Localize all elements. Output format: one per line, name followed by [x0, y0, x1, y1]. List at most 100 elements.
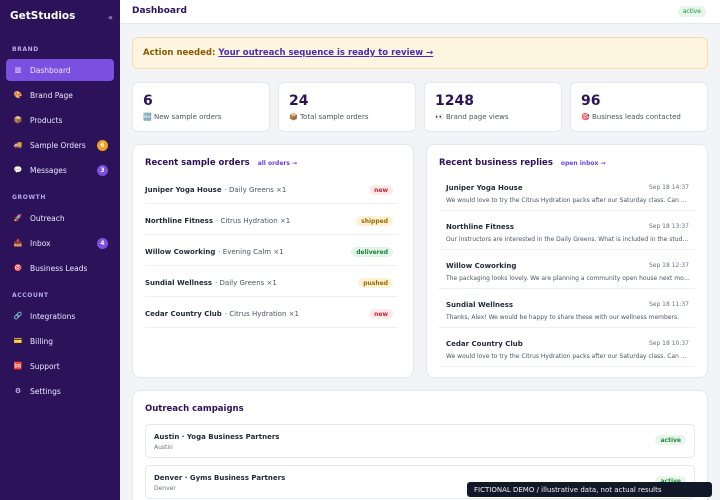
page-title: Dashboard	[132, 6, 187, 16]
reply-preview: Thanks, Alex! We would be happy to share…	[446, 314, 679, 321]
collapse-icon[interactable]: «	[108, 13, 113, 22]
sidebar-item-label: Billing	[30, 336, 53, 346]
order-row[interactable]: Willow Coworking · Evening Calm ×1 deliv…	[145, 239, 398, 266]
chart-icon: ▥	[14, 66, 22, 74]
sidebar-item-business-leads[interactable]: 🎯 Business Leads	[6, 257, 114, 279]
order-customer: Cedar Country Club	[145, 310, 222, 318]
reply-preview: We would love to try the Citrus Hydratio…	[446, 197, 690, 204]
open-inbox-link[interactable]: open inbox →	[560, 160, 606, 167]
sidebar-item-billing[interactable]: 💳 Billing	[6, 330, 114, 352]
campaign-name: Austin · Yoga Business Partners	[154, 433, 280, 441]
link-icon: 🔗	[13, 312, 23, 320]
order-product: · Evening Calm ×1	[218, 248, 284, 256]
sidebar-item-label: Products	[30, 115, 63, 125]
status-badge: delivered	[351, 247, 393, 257]
sidebar-item-inbox[interactable]: 📥 Inbox 4	[6, 232, 114, 254]
sidebar-item-label: Outreach	[30, 213, 65, 223]
stat-label: 👀 Brand page views	[435, 113, 509, 121]
recent-orders-panel: Recent sample orders all orders → Juniper…	[132, 144, 414, 378]
order-row[interactable]: Sundial Wellness · Daily Greens ×1 pushe…	[145, 270, 398, 297]
inbox-icon: 📥	[13, 239, 23, 247]
sidebar-item-products[interactable]: 📦 Products	[6, 109, 114, 131]
target-icon: 🎯	[581, 113, 590, 121]
panel-title: Recent business replies open inbox →	[439, 158, 606, 168]
reply-item[interactable]: Northline Fitness Sep 18 13:37 Our instr…	[439, 218, 695, 250]
stat-value: 96	[581, 93, 601, 109]
sidebar-item-label: Settings	[30, 386, 61, 396]
sos-icon: 🆘	[13, 362, 23, 370]
reply-sender: Willow Coworking	[446, 262, 517, 270]
stat-value: 1248	[435, 93, 474, 109]
reply-timestamp: Sep 18 11:37	[648, 301, 689, 308]
sidebar-item-settings[interactable]: ⚙ Settings	[6, 380, 114, 402]
status-badge: active	[655, 435, 686, 445]
chat-icon: 💬	[13, 166, 23, 174]
order-customer: Juniper Yoga House	[145, 186, 222, 194]
order-row[interactable]: Juniper Yoga House · Daily Greens ×1 new	[145, 177, 398, 204]
status-badge: pushed	[358, 278, 393, 288]
reply-item[interactable]: Willow Coworking Sep 18 12:37 The packag…	[439, 257, 695, 289]
stat-card-total-orders: 24 📦 Total sample orders	[278, 82, 416, 132]
sidebar-item-messages[interactable]: 💬 Messages 3	[6, 159, 114, 181]
order-row[interactable]: Cedar Country Club · Citrus Hydration ×1…	[145, 301, 398, 328]
top-bar: Dashboard active	[120, 0, 720, 24]
reply-item[interactable]: Sundial Wellness Sep 18 11:37 Thanks, Al…	[439, 296, 695, 328]
sidebar-item-outreach[interactable]: 🚀 Outreach	[6, 207, 114, 229]
card-icon: 💳	[13, 337, 23, 345]
reply-sender: Juniper Yoga House	[446, 184, 523, 192]
status-badge: active	[655, 476, 686, 486]
sidebar-item-brand-page[interactable]: 🎨 Brand Page	[6, 84, 114, 106]
status-badge: new	[369, 185, 393, 195]
sidebar-item-label: Sample Orders	[30, 140, 86, 150]
sidebar-item-label: Integrations	[30, 311, 76, 321]
order-product: · Citrus Hydration ×1	[224, 310, 299, 318]
sidebar-item-support[interactable]: 🆘 Support	[6, 355, 114, 377]
stat-card-new-orders: 6 🆕 New sample orders	[132, 82, 270, 132]
sidebar-item-label: Business Leads	[30, 263, 88, 273]
order-row[interactable]: Northline Fitness · Citrus Hydration ×1 …	[145, 208, 398, 235]
sidebar-item-label: Support	[30, 361, 60, 371]
reply-timestamp: Sep 18 12:37	[648, 262, 689, 269]
stat-value: 24	[289, 93, 309, 109]
sidebar-item-integrations[interactable]: 🔗 Integrations	[6, 305, 114, 327]
stat-label: 📦 Total sample orders	[289, 113, 369, 121]
panel-title: Outreach campaigns	[145, 404, 244, 414]
order-product: · Daily Greens ×1	[215, 279, 277, 287]
box-icon: 📦	[13, 116, 23, 124]
reply-sender: Sundial Wellness	[446, 301, 514, 309]
eyes-icon: 👀	[435, 113, 444, 121]
truck-icon: 🚚	[13, 141, 23, 149]
outreach-campaigns-panel: Outreach campaigns Austin · Yoga Busines…	[132, 390, 708, 500]
sidebar: GetStudios « BRAND ▥ Dashboard 🎨 Brand P…	[0, 0, 120, 500]
all-orders-link[interactable]: all orders →	[257, 160, 298, 167]
campaign-city: Austin	[154, 444, 173, 451]
sidebar-section-growth: GROWTH	[12, 194, 46, 201]
sidebar-section-brand: BRAND	[12, 46, 39, 53]
reply-item[interactable]: Juniper Yoga House Sep 18 14:37 We would…	[439, 179, 695, 211]
review-sequence-link[interactable]: Your outreach sequence is ready to revie…	[218, 48, 434, 58]
sidebar-item-label: Brand Page	[30, 90, 73, 100]
order-customer: Willow Coworking	[145, 248, 216, 256]
sidebar-item-sample-orders[interactable]: 🚚 Sample Orders 6	[6, 134, 114, 156]
box-icon: 📦	[289, 113, 298, 121]
reply-preview: Our instructors are interested in the Da…	[446, 236, 690, 243]
count-badge: 3	[97, 165, 108, 176]
status-badge: new	[369, 309, 393, 319]
status-badge: shipped	[356, 216, 393, 226]
count-badge: 4	[97, 238, 108, 249]
rocket-icon: 🚀	[13, 214, 23, 222]
reply-item[interactable]: Cedar Country Club Sep 18 10:37 We would…	[439, 335, 695, 367]
sidebar-item-label: Inbox	[30, 238, 51, 248]
status-badge: active	[677, 6, 706, 17]
order-product: · Citrus Hydration ×1	[216, 217, 291, 225]
sidebar-item-label: Dashboard	[30, 65, 71, 75]
reply-sender: Cedar Country Club	[446, 340, 523, 348]
stat-label: 🎯 Business leads contacted	[581, 113, 681, 121]
stat-label: 🆕 New sample orders	[143, 113, 222, 121]
palette-icon: 🎨	[13, 91, 23, 99]
order-customer: Sundial Wellness	[145, 279, 213, 287]
sidebar-item-dashboard[interactable]: ▥ Dashboard	[6, 59, 114, 81]
brand-logo: GetStudios	[10, 10, 76, 22]
panel-title: Recent sample orders all orders →	[145, 158, 298, 168]
campaign-card[interactable]: Austin · Yoga Business Partners Austin a…	[145, 424, 695, 458]
